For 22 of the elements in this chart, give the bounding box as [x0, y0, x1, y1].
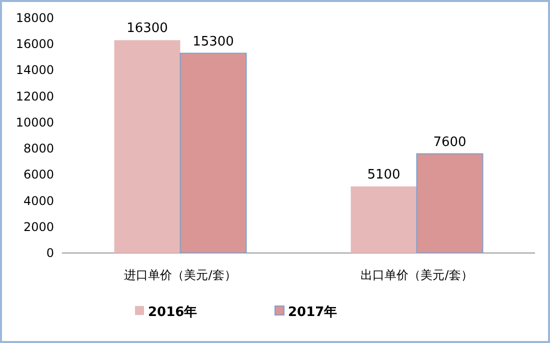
- bar: [416, 153, 484, 254]
- legend-label: 2016年: [148, 305, 198, 320]
- y-tick-label: 14000: [16, 63, 54, 78]
- y-tick-label: 18000: [16, 11, 54, 25]
- x-tick-label: 进口单价（美元/套）: [124, 268, 236, 282]
- data-label: 15300: [192, 34, 234, 50]
- y-tick-label: 4000: [23, 194, 54, 208]
- data-label: 5100: [367, 167, 400, 182]
- y-tick-label: 6000: [23, 168, 54, 182]
- bar: [114, 40, 180, 253]
- data-label: 7600: [433, 134, 466, 150]
- y-tick-label: 16000: [16, 37, 54, 52]
- legend-label: 2017年: [288, 305, 338, 320]
- bar: [350, 186, 417, 253]
- y-tick-label: 10000: [16, 115, 54, 130]
- y-tick-label: 12000: [16, 89, 54, 104]
- data-label: 16300: [126, 21, 168, 36]
- y-tick-label: 8000: [23, 142, 54, 156]
- y-tick-label: 0: [46, 246, 54, 260]
- x-tick-label: 出口单价（美元/套）: [360, 268, 473, 282]
- bar: [180, 52, 247, 254]
- y-tick-label: 2000: [23, 220, 54, 234]
